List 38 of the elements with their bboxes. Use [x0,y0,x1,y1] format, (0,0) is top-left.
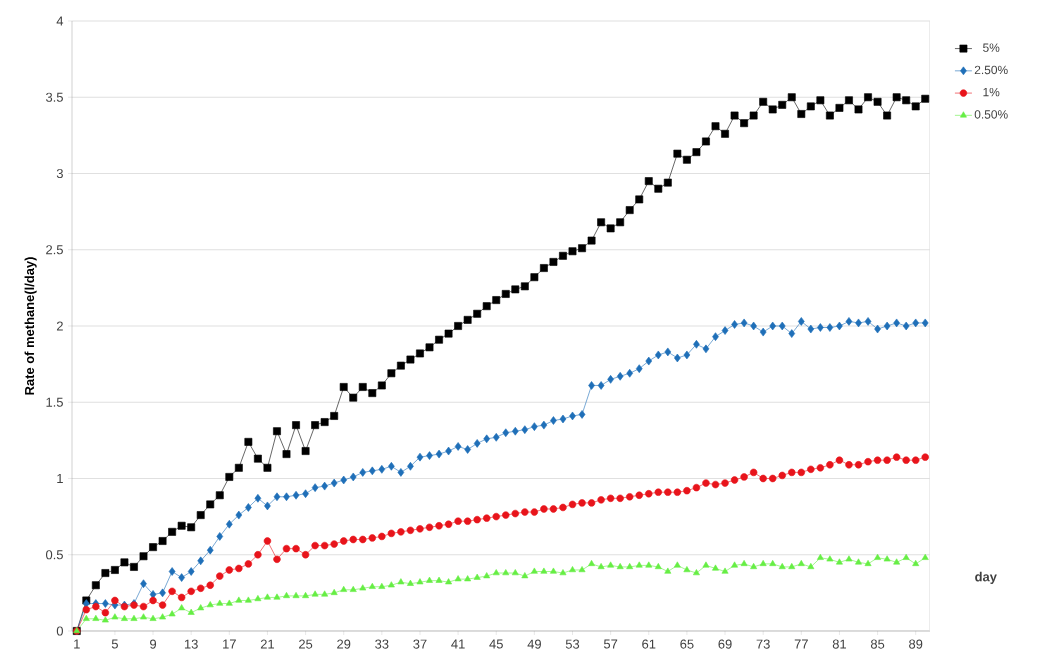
x-tick-label: 85 [870,639,885,649]
x-tick-label: 25 [299,639,313,649]
x-tick-label: 21 [260,639,275,649]
x-axis-title: day [975,571,997,584]
x-tick-label: 69 [718,639,732,649]
y-tick-label: 4 [56,16,64,26]
x-tick-label: 13 [184,639,198,649]
y-tick-label: 0.5 [45,550,63,560]
legend-label: 0.50% [974,110,1008,119]
x-tick-label: 53 [565,639,580,649]
x-tick-label: 9 [150,639,157,649]
x-tick-label: 17 [223,639,236,649]
x-tick-label: 65 [680,639,694,649]
x-tick-label: 81 [832,639,847,649]
x-tick-label: 57 [603,639,618,649]
y-tick-label: 2.5 [46,245,63,255]
y-tick-label: 1 [57,474,63,483]
x-tick-label: 45 [489,639,503,649]
y-tick-label: 3.5 [45,92,63,102]
legend-label: 5% [983,43,1000,52]
x-tick-label: 73 [756,639,770,649]
x-tick-label: 29 [337,639,351,649]
legend-label: 1% [983,87,1000,97]
x-tick-label: 61 [642,639,656,649]
x-tick-label: 41 [451,639,465,649]
x-tick-label: 77 [794,639,808,649]
x-tick-label: 33 [375,639,389,649]
y-tick-label: 2 [56,321,63,331]
y-tick-label: 1.5 [46,397,63,407]
legend-label: 2.50% [974,65,1008,75]
x-tick-label: 89 [909,639,923,649]
x-tick-label: 49 [527,639,541,649]
y-axis-title: Rate of methane(l/day) [24,257,37,395]
x-tick-label: 1 [74,639,80,649]
y-tick-label: 0 [56,626,63,636]
x-tick-label: 37 [413,639,427,649]
y-tick-label: 3 [56,168,63,179]
x-tick-label: 5 [111,639,118,649]
